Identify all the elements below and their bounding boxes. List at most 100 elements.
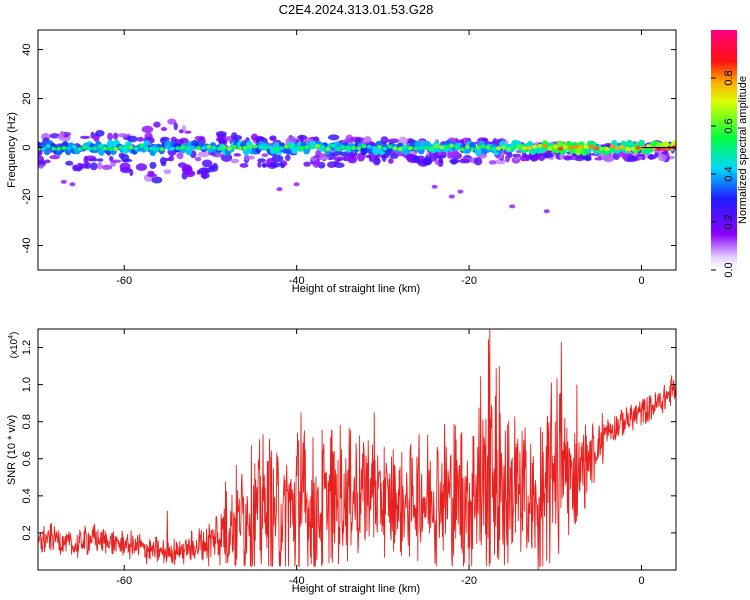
spectrogram-cell [119,162,131,172]
spectrogram-cell [117,133,129,138]
spectrogram-y-tick-label: 0 [21,144,33,150]
spectrogram-ridge-cell [547,146,553,151]
spectrogram-cell [327,161,337,168]
spectrogram-cell [370,142,376,147]
snr-x-label: Height of straight line (km) [292,583,420,595]
spectrogram-panel: -60 -40 -20 0 -40 -20 0 20 40 Height of straight… [6,29,677,295]
spectrogram-cell [293,182,300,187]
spectrogram-cell [101,164,113,170]
spectrogram-cell [97,158,104,162]
spectrogram-ridge-cell [511,146,517,151]
spectrogram-cell [388,158,394,164]
spectrogram-cell [230,132,238,141]
spectrogram-ridge-cell [413,146,419,151]
spectrogram-ridge-cell [397,146,403,151]
spectrogram-cell [201,159,213,168]
spectrogram-heatmap [38,118,676,214]
spectrogram-ridge-cell [107,146,113,151]
spectrogram-cell [153,121,161,128]
spectrogram-ridge-cell [589,144,595,149]
spectrogram-cell [107,132,114,141]
spectrogram-ridge-cell [66,146,72,151]
spectrogram-cell [151,176,163,184]
spectrogram-cell [160,136,170,142]
colorbar-tick-label: 0.2 [723,214,735,229]
spectrogram-ridge-cell [82,145,88,150]
spectrogram-cell [627,155,638,162]
spectrogram-cell [450,159,458,165]
spectrogram-cell [488,160,497,165]
spectrogram-ridge-cell [278,146,284,151]
snr-y-tick-label: 0.8 [21,414,33,429]
spectrogram-cell [333,162,345,168]
spectrogram-cell [59,130,65,139]
spectrogram-ridge-cell [144,147,150,152]
spectrogram-cell [509,204,516,209]
spectrogram-ridge-cell [320,144,326,149]
spectrogram-cell [261,153,269,157]
spectrogram-ridge-cell [128,145,134,150]
spectrogram-ridge-cell [216,146,222,151]
spectrogram-cell [543,152,554,158]
snr-panel: -60 -40 -20 0 0.2 0.4 0.6 0.8 1.0 1.2 Height of s… [6,328,677,595]
spectrogram-ridge-cell [418,146,424,151]
spectrogram-ridge-cell [252,144,258,149]
spectrogram-ridge-cell [470,147,476,152]
spectrogram-ridge-cell [195,146,201,151]
spectrogram-ridge-cell [537,143,543,148]
spectrogram-cell [381,153,387,162]
spectrogram-ridge-cell [45,144,51,149]
spectrogram-cell [586,156,592,161]
spectrogram-ridge-cell [201,145,207,150]
spectrogram-ridge-cell [583,145,589,150]
snr-y-tick-label: 0.4 [21,488,33,503]
spectrogram-cell [118,152,125,159]
spectrogram-ridge-cell [56,146,62,151]
spectrogram-cell [255,135,265,143]
colorbar-tick-label: 0.0 [723,262,735,277]
spectrogram-ridge-cell [92,146,98,151]
spectrogram-y-label: Frequency (Hz) [6,112,18,188]
spectrogram-cell [280,162,286,169]
snr-x-tick-label: -20 [461,575,477,587]
spectrogram-ticks: -60 -40 -20 0 -40 -20 0 20 40 [21,30,676,287]
spectrogram-cell [176,151,184,160]
spectrogram-ridge-cell [428,147,434,152]
spectrogram-cell [658,154,668,162]
spectrogram-cell [168,155,175,162]
spectrogram-ridge-cell [459,147,465,152]
snr-x-tick-label: 0 [638,575,644,587]
spectrogram-ridge-cell [169,146,175,151]
spectrogram-ridge-cell [76,147,82,152]
spectrogram-cell [387,138,400,144]
spectrogram-cell [441,151,447,158]
spectrogram-ridge-cell [454,145,460,150]
spectrogram-ridge-cell [263,145,269,150]
spectrogram-ridge-cell [314,143,320,148]
spectrogram-cell [448,194,455,199]
spectrogram-ridge-cell [599,146,605,151]
spectrogram-ridge-cell [578,144,584,149]
spectrogram-ridge-cell [61,146,67,151]
spectrogram-cell [141,125,154,133]
spectrogram-y-tick-label: -40 [21,238,33,254]
spectrogram-ridge-cell [521,146,527,151]
colorbar-label: Normalized spectral amplitude [737,76,749,224]
spectrogram-ridge-cell [123,145,129,150]
snr-line-layer [38,329,676,570]
spectrogram-ridge-cell [414,140,422,148]
spectrogram-cell [563,155,573,161]
spectrogram-ridge-cell [506,147,512,152]
spectrogram-cell [167,118,177,125]
snr-multiplier-exp: 4 [8,335,15,339]
spectrogram-ridge-cell [113,146,119,151]
spectrogram-ridge-cell [614,146,620,151]
spectrogram-ridge-cell [330,143,336,148]
spectrogram-cell [299,135,304,143]
spectrogram-cell [312,159,320,168]
spectrogram-ridge-cell [604,147,610,152]
spectrogram-ridge-cell [226,146,232,151]
spectrogram-ridge-cell [464,144,470,149]
spectrogram-ridge-cell [444,144,450,149]
